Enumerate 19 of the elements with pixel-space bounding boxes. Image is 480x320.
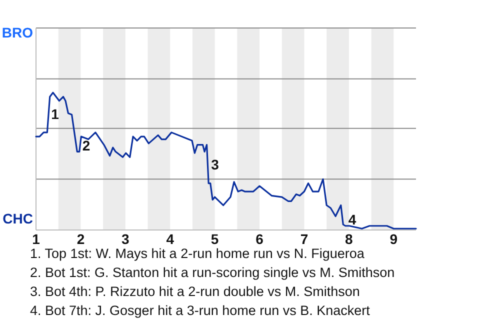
annotation: 4 <box>348 212 356 228</box>
annotation: 3 <box>211 156 220 173</box>
text: 3. Bot 4th: P. Rizzuto hit a 2-run double vs M. Smithson <box>30 284 360 299</box>
annotation: 2 <box>82 137 90 154</box>
text: 1. Top 1st: W. Mays hit a 2-run home run vs N. Figueroa <box>30 246 365 261</box>
x-tick-label: 4 <box>166 230 174 247</box>
text: BRO <box>2 24 34 41</box>
x-tick-label: 6 <box>256 230 264 247</box>
x-tick-label: 5 <box>210 230 219 247</box>
x-tick-label: 9 <box>390 230 398 247</box>
x-tick-label: 2 <box>76 230 85 247</box>
x-tick-label: 8 <box>345 230 354 247</box>
x-tick-label: 7 <box>300 230 308 247</box>
text: 2. Bot 1st: G. Stanton hit a run-scoring single vs M. Smithson <box>30 265 395 280</box>
text: CHC <box>2 210 33 227</box>
x-tick-label: 3 <box>122 230 130 247</box>
x-tick-label: 1 <box>32 230 40 247</box>
annotation: 1 <box>51 106 60 122</box>
text: 4. Bot 7th: J. Gosger hit a 3-run home run vs B. Knackert <box>30 303 370 318</box>
